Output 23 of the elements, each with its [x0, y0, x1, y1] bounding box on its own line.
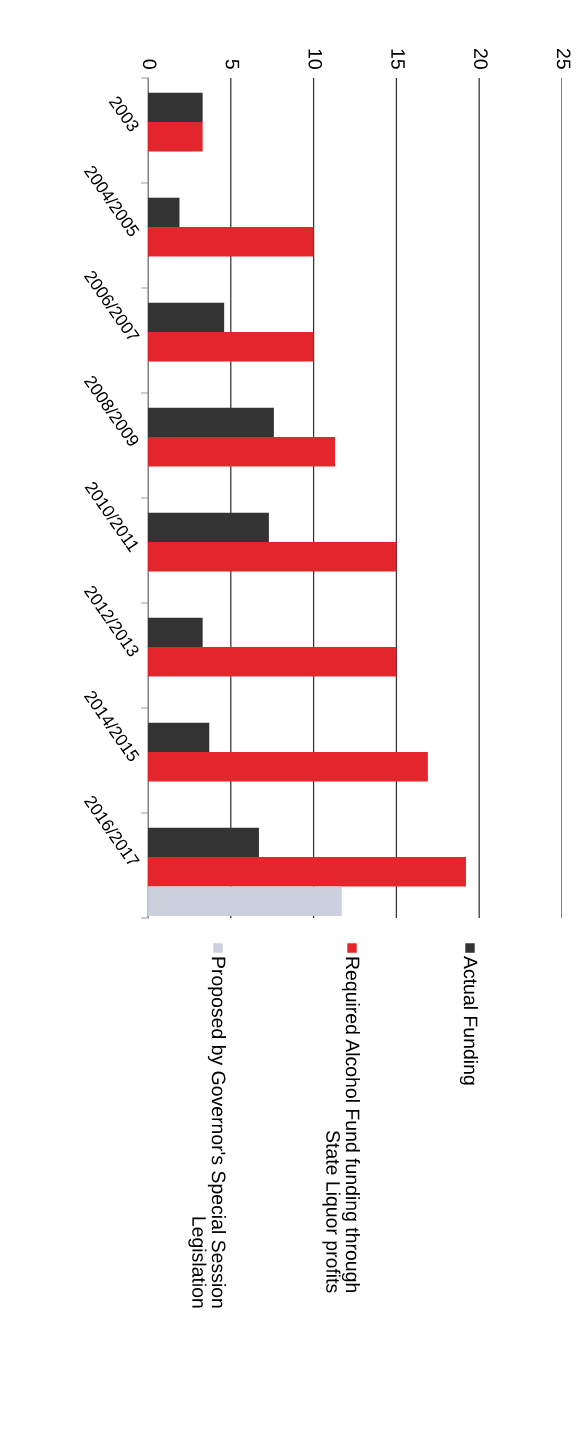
- bar: [148, 647, 397, 677]
- x-tick-label: 10: [308, 49, 323, 69]
- bar: [148, 197, 180, 228]
- bar: [148, 122, 203, 152]
- bar: [148, 227, 314, 257]
- bar: [148, 332, 314, 362]
- x-tick-label: 20: [473, 49, 488, 69]
- bar: [148, 302, 225, 333]
- x-tick-label: 25: [556, 49, 571, 69]
- legend-label: Actual Funding: [459, 956, 478, 1085]
- bar: [148, 752, 428, 782]
- bar: [148, 722, 210, 753]
- bar: [148, 92, 203, 123]
- x-tick-label: 5: [225, 59, 240, 69]
- bar: [148, 886, 342, 916]
- bar: [148, 542, 397, 572]
- x-tick-label: 15: [391, 49, 405, 69]
- bar: [148, 617, 203, 648]
- legend-label: Proposed by Governor's Special Session Legislation: [188, 957, 226, 1308]
- legend-label: Required Alcohol Fund funding through State Liquor profits: [322, 957, 360, 1293]
- bar: [148, 437, 336, 467]
- bar: [148, 857, 466, 887]
- x-tick-label: 0: [142, 59, 157, 69]
